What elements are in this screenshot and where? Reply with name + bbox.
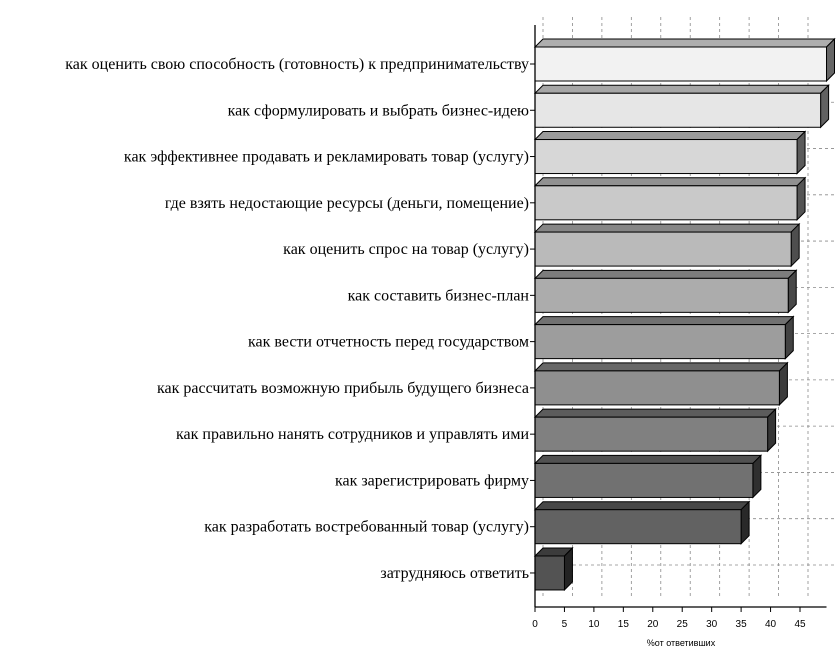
category-label: как зарегистрировать фирму	[335, 472, 529, 489]
bar-front-face	[534, 231, 792, 267]
bar-top-face	[533, 316, 795, 326]
bar	[533, 176, 807, 222]
bar-side-face	[767, 407, 777, 453]
bar-top-face	[533, 454, 763, 464]
x-tick-label: 5	[562, 619, 568, 630]
bar-side-face	[740, 500, 750, 545]
bar-top-face	[533, 38, 836, 48]
bar-front-face	[534, 92, 822, 128]
x-tick-label: 20	[647, 619, 659, 630]
bars	[533, 37, 836, 592]
category-label: как составить бизнес-план	[348, 287, 530, 304]
bar	[533, 130, 807, 175]
bar-side-face	[790, 222, 800, 268]
bar-side-face	[752, 454, 762, 499]
bar-side-face	[563, 546, 573, 592]
bar	[533, 361, 789, 407]
bar-front-face	[534, 462, 754, 498]
axes	[534, 25, 827, 608]
category-label: где взять недостающие ресурсы (деньги, п…	[165, 195, 529, 212]
bar-front-face	[534, 277, 789, 313]
bar	[533, 84, 830, 129]
bar-front-face	[534, 509, 742, 545]
x-tick-label: 30	[706, 619, 718, 630]
bar-front-face	[534, 370, 780, 406]
bar-front-face	[534, 139, 798, 175]
bar	[533, 407, 777, 453]
x-tick-label: 0	[532, 619, 538, 630]
category-label: как оценить спрос на товар (услугу)	[283, 241, 529, 258]
bar-side-face	[787, 269, 797, 314]
bar-front-face	[534, 324, 786, 360]
bar-front-face	[534, 185, 798, 221]
x-tick-label: 45	[794, 619, 806, 630]
bar	[533, 500, 751, 545]
bar-side-face	[784, 315, 794, 360]
bar-top-face	[533, 408, 777, 418]
bar-top-face	[533, 501, 751, 511]
bar-side-face	[778, 361, 788, 407]
bar-front-face	[534, 416, 769, 452]
bar	[533, 454, 763, 499]
bar	[533, 37, 836, 83]
bar	[533, 315, 795, 360]
x-tick-label: 35	[736, 619, 748, 630]
bar	[533, 269, 798, 314]
category-label: как эффективнее продавать и рекламироват…	[124, 149, 529, 166]
category-label: как правильно нанять сотрудников и управ…	[176, 426, 529, 443]
bar-top-face	[533, 362, 789, 372]
bar-front-face	[534, 46, 827, 82]
category-label: как сформулировать и выбрать бизнес-идею	[228, 102, 529, 119]
bar-top-face	[533, 177, 807, 187]
x-tick-label: 40	[765, 619, 777, 630]
bar-top-face	[533, 269, 798, 279]
x-ticks: 0 5 10 15 20 25 30 35 40 45	[532, 607, 806, 630]
x-tick-label: 25	[677, 619, 689, 630]
bar-side-face	[796, 130, 806, 175]
bar-top-face	[533, 131, 807, 141]
bar	[533, 546, 574, 592]
category-label: затрудняюсь ответить	[380, 565, 529, 582]
bar-side-face	[796, 176, 806, 222]
category-label: как вести отчетность перед государством	[248, 334, 529, 351]
bar	[533, 222, 801, 268]
x-tick-label: 15	[618, 619, 630, 630]
category-labels: как оценить свою способность (готовность…	[65, 56, 535, 582]
x-axis-title: %от ответивших	[647, 638, 716, 648]
bar-side-face	[820, 84, 830, 129]
category-label: как рассчитать возможную прибыль будущег…	[157, 380, 529, 397]
category-label: как оценить свою способность (готовность…	[65, 56, 529, 73]
bar-top-face	[533, 84, 830, 94]
bar-side-face	[826, 37, 835, 83]
category-label: как разработать востребованный товар (ус…	[204, 519, 529, 536]
bar-front-face	[534, 555, 565, 591]
bar-top-face	[533, 223, 801, 233]
x-tick-label: 10	[588, 619, 600, 630]
